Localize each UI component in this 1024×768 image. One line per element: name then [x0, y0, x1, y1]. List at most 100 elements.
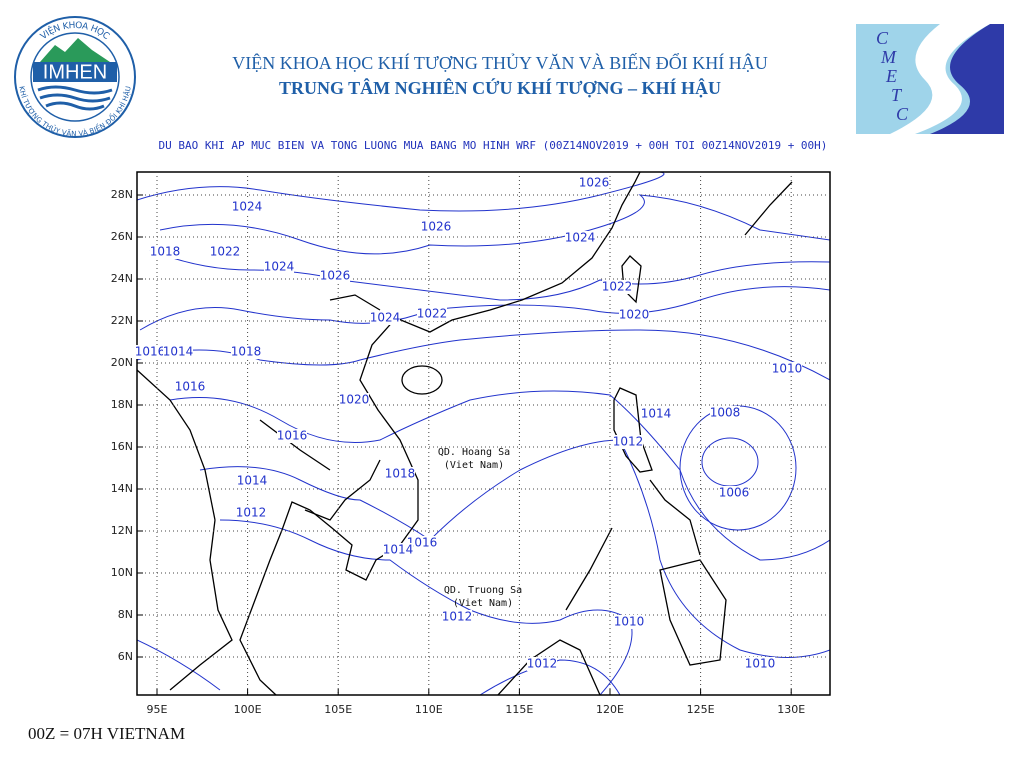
map: 28N 26N 24N 22N 20N 18N 16N 14N 12N 10N 8N 6N 95E 100…: [111, 171, 831, 716]
contour-label-bg: [231, 345, 261, 359]
logo-letter: M: [880, 47, 897, 67]
contour-label: 1014: [383, 543, 414, 557]
lat-label: 22N: [111, 314, 133, 327]
lat-label: 26N: [111, 230, 133, 243]
lon-label: 95E: [147, 703, 168, 716]
contour-label: 1014: [163, 345, 194, 359]
contour-label-bg: [236, 506, 266, 520]
contour-label-bg: [579, 176, 609, 190]
contour-label: 1016: [407, 536, 438, 550]
contour-label: 1018: [231, 345, 262, 359]
contour-label: 1022: [602, 280, 633, 294]
logo-letter: C: [896, 104, 909, 124]
contour-label-bg: [407, 536, 437, 550]
contour-label: 1012: [442, 610, 473, 624]
contour-label-bg: [745, 657, 775, 671]
lon-label: 110E: [415, 703, 443, 716]
contour-label-bg: [237, 474, 267, 488]
graticule: 28N 26N 24N 22N 20N 18N 16N 14N 12N 10N 8N 6N 95E 100…: [111, 172, 830, 716]
contour-label: 1024: [565, 231, 596, 245]
coastlines: [137, 172, 793, 695]
contour-label: 1024: [264, 260, 295, 274]
lon-label: 125E: [687, 703, 715, 716]
contour-label: 1006: [719, 486, 750, 500]
place-name: QD. Hoang Sa: [438, 447, 510, 458]
contour-label: 1016: [277, 429, 308, 443]
isobars: [137, 172, 830, 695]
contour-label-bg: [339, 393, 369, 407]
contour-label: 1020: [339, 393, 370, 407]
lat-label: 18N: [111, 398, 133, 411]
contour-label: 1018: [385, 467, 416, 481]
logo-letter: T: [891, 85, 903, 105]
lon-label: 100E: [234, 703, 262, 716]
contour-label-bg: [417, 307, 447, 321]
contour-label-bg: [527, 657, 557, 671]
contour-label-bg: [370, 311, 400, 325]
contour-label-bg: [210, 245, 240, 259]
lat-label: 10N: [111, 566, 133, 579]
contour-label: 1010: [772, 362, 803, 376]
contour-label-bg: [710, 406, 740, 420]
header-line2: TRUNG TÂM NGHIÊN CỨU KHÍ TƯỢNG – KHÍ HẬU: [279, 77, 721, 98]
contour-label-bg: [163, 345, 193, 359]
map-content: [137, 172, 830, 695]
contour-label: 1012: [236, 506, 267, 520]
place-note: (Viet Nam): [444, 460, 504, 471]
contour-label-bg: [277, 429, 307, 443]
contour-label-bg: [175, 380, 205, 394]
contour-label: 1022: [417, 307, 448, 321]
contour-label-bg: [421, 220, 451, 234]
lat-label: 20N: [111, 356, 133, 369]
contour-label: 1026: [320, 269, 351, 283]
lat-label: 28N: [111, 188, 133, 201]
lat-label: 6N: [118, 650, 133, 663]
contour-label: 1022: [210, 245, 241, 259]
contour-label: 1010: [745, 657, 776, 671]
place-name: QD. Truong Sa: [444, 585, 522, 596]
lat-label: 14N: [111, 482, 133, 495]
contour-label-bg: [565, 231, 595, 245]
lat-label: 8N: [118, 608, 133, 621]
contour-label-bg: [383, 543, 413, 557]
logo-letter: C: [876, 28, 889, 48]
contour-label-bg: [641, 407, 671, 421]
contour-label-bg: [619, 308, 649, 322]
contour-label: 1010: [614, 615, 645, 629]
lon-label: 130E: [777, 703, 805, 716]
contour-label-bg: [135, 345, 165, 359]
place-note: (Viet Nam): [453, 598, 513, 609]
lat-label: 12N: [111, 524, 133, 537]
contour-label-bg: [613, 435, 643, 449]
contour-label: 1024: [370, 311, 401, 325]
contour-label-bg: [442, 610, 472, 624]
imhen-logo: VIỆN KHOA HỌC KHÍ TƯỢNG THỦY VĂN VÀ BIẾN…: [14, 16, 136, 138]
contour-label: 1014: [641, 407, 672, 421]
contour-label: 1014: [237, 474, 268, 488]
contour-label: 1016: [175, 380, 206, 394]
lat-label: 24N: [111, 272, 133, 285]
contour-label: 1020: [619, 308, 650, 322]
logo-name: IMHEN: [43, 61, 107, 83]
contour-label-bg: [264, 260, 294, 274]
contour-label-bg: [150, 245, 180, 259]
contour-label-bg: [614, 615, 644, 629]
footer-note: 00Z = 07H VIETNAM: [28, 724, 185, 743]
contour-label-bg: [602, 280, 632, 294]
lon-label: 120E: [596, 703, 624, 716]
logo-letter: E: [885, 66, 897, 86]
contour-label-bg: [320, 269, 350, 283]
contour-label: 1008: [710, 406, 741, 420]
contour-label: 1012: [613, 435, 644, 449]
header-line1: VIỆN KHOA HỌC KHÍ TƯỢNG THỦY VĂN VÀ BIẾN…: [232, 52, 767, 73]
contour-label: 1016: [135, 345, 166, 359]
contour-label-bg: [719, 486, 749, 500]
lat-label: 16N: [111, 440, 133, 453]
map-title: DU BAO KHI AP MUC BIEN VA TONG LUONG MUA…: [159, 139, 828, 152]
lon-label: 115E: [505, 703, 533, 716]
lon-label: 105E: [324, 703, 352, 716]
contour-label-bg: [385, 467, 415, 481]
